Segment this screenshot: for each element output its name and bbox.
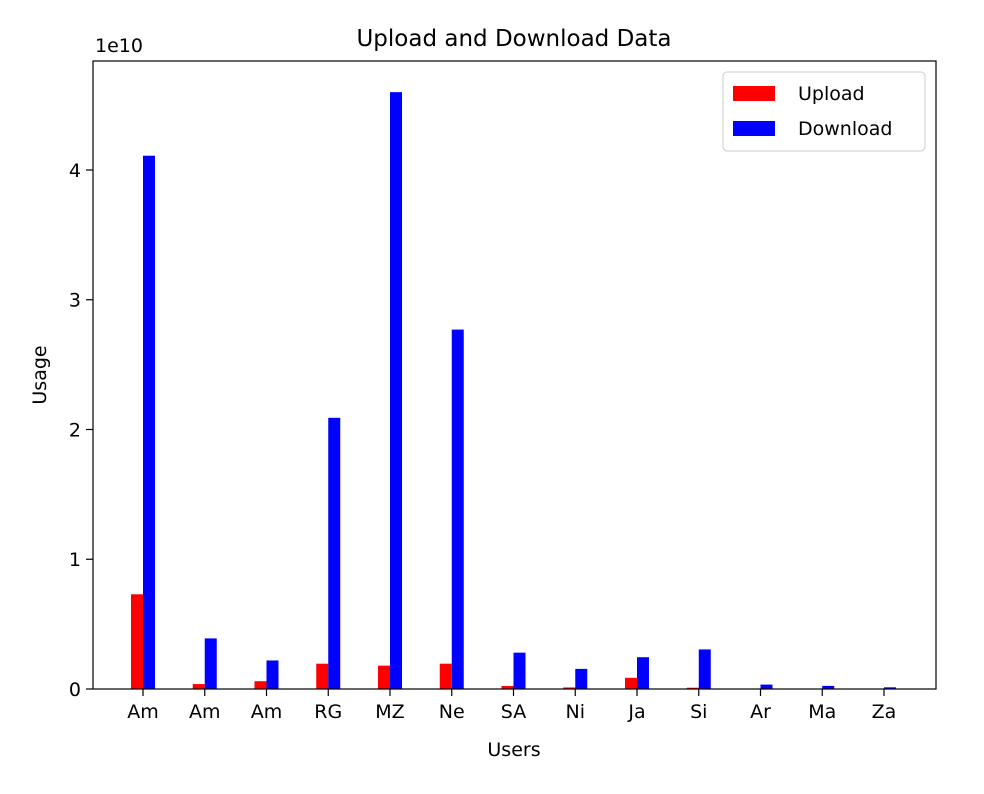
- y-tick-label: 0: [69, 679, 81, 701]
- x-tick-label: SA: [501, 701, 526, 723]
- y-tick-label: 2: [69, 419, 81, 441]
- upload-bar: [378, 665, 390, 689]
- x-tick-label: Ar: [750, 701, 771, 723]
- y-tick-label: 4: [69, 160, 81, 182]
- x-axis-label: Users: [487, 739, 540, 761]
- download-bar: [760, 684, 773, 689]
- x-tick-label: Za: [872, 701, 897, 723]
- chart-title: Upload and Download Data: [356, 26, 671, 52]
- download-bar: [390, 92, 402, 689]
- y-axis-label: Usage: [29, 345, 51, 404]
- download-bar: [266, 660, 279, 689]
- download-bar: [575, 668, 588, 689]
- y-tick-label: 1: [69, 549, 81, 571]
- upload-bar: [439, 663, 452, 689]
- upload-bar: [563, 687, 576, 689]
- x-tick-label: Ja: [627, 701, 645, 723]
- x-tick-label: Am: [127, 701, 159, 723]
- legend-label: Upload: [798, 83, 865, 105]
- axes-frame: [92, 60, 937, 690]
- x-tick-label: MZ: [375, 701, 404, 723]
- x-tick-label: Am: [251, 701, 283, 723]
- plot-area: 0 1 2 3 4 Am Am Am RG MZ Ne SA Ni Ja Si Ar Ma Za: [69, 92, 896, 723]
- upload-bar: [686, 687, 699, 689]
- x-tick-label: Ma: [808, 701, 836, 723]
- x-tick-label: RG: [314, 701, 342, 723]
- download-bar: [143, 155, 155, 690]
- legend-swatch: [733, 86, 775, 101]
- download-bar: [884, 687, 896, 689]
- download-bar: [204, 638, 217, 689]
- upload-bar: [192, 684, 205, 689]
- x-tick-label: Ni: [566, 701, 586, 723]
- download-bar: [451, 329, 464, 689]
- x-tick-label: Ne: [439, 701, 465, 723]
- download-bar: [822, 685, 835, 689]
- upload-bar: [316, 663, 329, 689]
- download-bar: [328, 417, 341, 689]
- upload-bar: [501, 686, 514, 689]
- upload-bar: [254, 681, 267, 689]
- y-tick-label: 3: [69, 290, 81, 312]
- x-tick-label: Am: [189, 701, 221, 723]
- x-tick-label: Si: [690, 701, 707, 723]
- download-bar: [637, 657, 649, 689]
- legend-swatch: [733, 121, 775, 136]
- y-axis-offset-text: 1e10: [95, 35, 143, 57]
- legend-label: Download: [798, 118, 892, 140]
- legend: Upload Download: [722, 71, 926, 152]
- upload-bar: [625, 677, 637, 689]
- upload-bar: [131, 594, 143, 689]
- download-bar: [698, 649, 711, 689]
- download-bar: [513, 652, 526, 689]
